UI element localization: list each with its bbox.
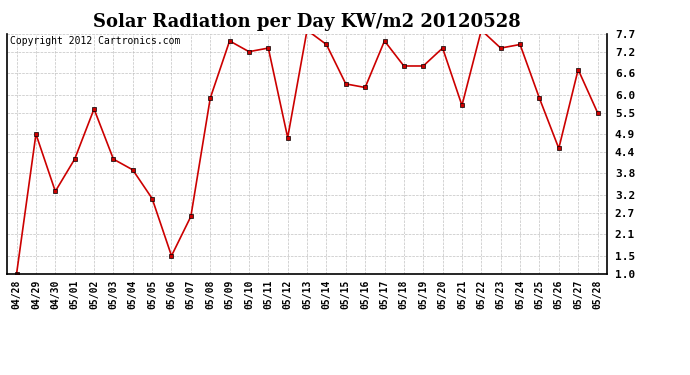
Title: Solar Radiation per Day KW/m2 20120528: Solar Radiation per Day KW/m2 20120528 [93, 13, 521, 31]
Text: Copyright 2012 Cartronics.com: Copyright 2012 Cartronics.com [10, 36, 180, 46]
